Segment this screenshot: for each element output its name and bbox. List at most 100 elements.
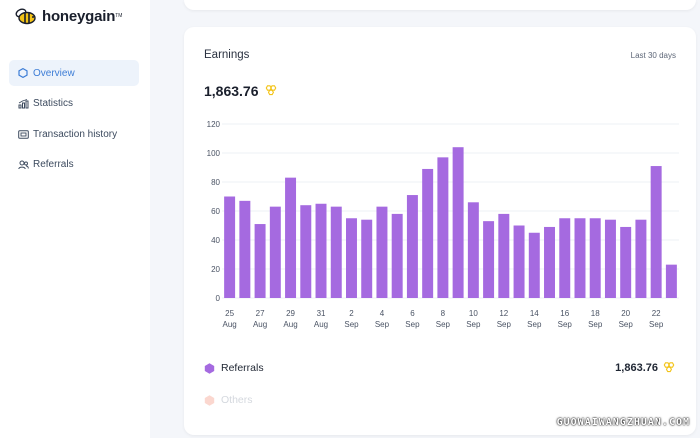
bar-26-aug[interactable] xyxy=(239,200,251,298)
honeycomb-icon xyxy=(662,362,676,374)
bar-4-sep[interactable] xyxy=(376,206,388,298)
bar-29-aug[interactable] xyxy=(285,177,297,298)
sidebar-item-statistics[interactable]: Statistics xyxy=(9,91,139,117)
bar-28-aug[interactable] xyxy=(269,206,281,298)
bar-7-sep[interactable] xyxy=(422,168,434,298)
bar-3-sep[interactable] xyxy=(361,219,373,298)
legend-referrals[interactable]: Referrals 1,863.76 xyxy=(204,361,676,375)
x-tick-month: Sep xyxy=(588,320,603,329)
bar-12-sep[interactable] xyxy=(498,213,510,298)
bar-19-sep[interactable] xyxy=(604,219,616,298)
bar-22-sep[interactable] xyxy=(650,166,662,298)
y-tick-label: 100 xyxy=(207,149,221,158)
x-tick-month: Sep xyxy=(466,320,481,329)
legend-referrals-label: Referrals xyxy=(221,362,264,374)
sidebar-item-label: Referrals xyxy=(33,159,74,170)
earnings-total-value: 1,863.76 xyxy=(204,83,259,99)
y-tick-label: 0 xyxy=(216,294,221,303)
sidebar-item-transaction-history[interactable]: Transaction history xyxy=(9,121,139,147)
y-tick-label: 40 xyxy=(211,236,220,245)
legend-others[interactable]: Others xyxy=(204,393,676,407)
x-tick-month: Aug xyxy=(253,320,267,329)
earnings-total: 1,863.76 xyxy=(204,83,278,99)
bar-6-sep[interactable] xyxy=(406,195,418,298)
bar-14-sep[interactable] xyxy=(528,232,540,298)
bar-5-sep[interactable] xyxy=(391,213,403,298)
x-tick-day: 10 xyxy=(469,309,478,318)
bar-30-aug[interactable] xyxy=(300,205,312,298)
chart-bars xyxy=(224,147,677,298)
x-tick-day: 25 xyxy=(225,309,234,318)
x-tick-month: Sep xyxy=(497,320,512,329)
legend-referrals-value: 1,863.76 xyxy=(615,362,658,374)
x-tick-month: Sep xyxy=(649,320,664,329)
bar-27-aug[interactable] xyxy=(254,224,266,298)
brand-name: honeygain xyxy=(42,7,116,25)
bar-11-sep[interactable] xyxy=(483,221,495,298)
earnings-chart: 0 20 40 60 80 100 120 25 Aug 27 Aug 29 Aug 31 Aug 2 Sep… xyxy=(207,120,679,329)
x-tick-day: 27 xyxy=(256,309,265,318)
bar-8-sep[interactable] xyxy=(437,157,449,298)
bar-2-sep[interactable] xyxy=(346,218,357,298)
x-tick-day: 20 xyxy=(621,309,630,318)
bar-13-sep[interactable] xyxy=(513,225,525,299)
earnings-card: Earnings Last 30 days 1,863.76 0 20 40 60 80… xyxy=(184,27,696,435)
x-tick-month: Sep xyxy=(344,320,359,329)
bar-21-sep[interactable] xyxy=(635,219,647,298)
bar-23-sep[interactable] xyxy=(665,264,677,298)
y-tick-label: 20 xyxy=(211,265,220,274)
bar-16-sep[interactable] xyxy=(559,218,571,298)
x-tick-month: Sep xyxy=(405,320,420,329)
bar-18-sep[interactable] xyxy=(589,218,601,298)
y-tick-label: 80 xyxy=(211,178,220,187)
x-tick-day: 4 xyxy=(380,309,385,318)
x-tick-month: Sep xyxy=(527,320,542,329)
x-tick-month: Aug xyxy=(283,320,297,329)
legend-referrals-value-group: 1,863.76 xyxy=(615,362,676,374)
legend-others-hexagon-icon xyxy=(204,394,215,406)
bee-icon xyxy=(15,8,36,25)
sidebar-nav: Overview Statistics Transaction history … xyxy=(9,60,139,182)
x-tick-day: 29 xyxy=(286,309,295,318)
bar-1-sep[interactable] xyxy=(330,206,342,298)
y-tick-label: 60 xyxy=(211,207,220,216)
bar-10-sep[interactable] xyxy=(467,202,479,298)
users-icon xyxy=(16,158,30,172)
y-axis-ticks: 0 20 40 60 80 100 120 xyxy=(207,120,221,303)
x-tick-day: 2 xyxy=(349,309,354,318)
sidebar-item-label: Overview xyxy=(33,67,75,79)
bar-9-sep[interactable] xyxy=(452,147,464,298)
bar-31-aug[interactable] xyxy=(315,203,327,298)
legend-referrals-hexagon-icon xyxy=(204,362,215,374)
honeycomb-icon xyxy=(264,85,278,97)
earnings-title: Earnings xyxy=(204,49,250,61)
x-tick-month: Sep xyxy=(375,320,390,329)
watermark: GUOWAIWANGZHUAN.COM xyxy=(556,417,690,428)
x-tick-day: 14 xyxy=(530,309,539,318)
bar-17-sep[interactable] xyxy=(574,218,586,298)
x-tick-day: 31 xyxy=(317,309,326,318)
bar-25-aug[interactable] xyxy=(224,196,236,299)
x-axis-ticks: 25 Aug 27 Aug 29 Aug 31 Aug 2 Sep 4 Sep 6 Sep 8 Sep 10 Se… xyxy=(223,309,664,329)
sidebar: honeygain TM Overview Statistics Transac… xyxy=(0,0,150,438)
bar-20-sep[interactable] xyxy=(620,226,632,298)
x-tick-day: 22 xyxy=(652,309,661,318)
x-tick-day: 12 xyxy=(499,309,508,318)
x-tick-month: Sep xyxy=(619,320,634,329)
x-tick-month: Sep xyxy=(436,320,451,329)
x-tick-month: Aug xyxy=(314,320,328,329)
bar-15-sep[interactable] xyxy=(544,226,555,298)
x-tick-month: Aug xyxy=(223,320,237,329)
receipt-icon xyxy=(16,127,30,141)
legend-others-label: Others xyxy=(221,394,253,406)
sidebar-item-referrals[interactable]: Referrals xyxy=(9,152,139,178)
y-tick-label: 120 xyxy=(207,120,221,129)
x-tick-day: 8 xyxy=(441,309,446,318)
brand-logo[interactable]: honeygain TM xyxy=(14,6,122,26)
x-tick-month: Sep xyxy=(558,320,573,329)
previous-card xyxy=(184,0,696,10)
brand-tm: TM xyxy=(115,13,123,19)
bar-chart-icon xyxy=(16,97,30,111)
sidebar-item-overview[interactable]: Overview xyxy=(9,60,139,86)
period-selector[interactable]: Last 30 days xyxy=(630,51,676,60)
